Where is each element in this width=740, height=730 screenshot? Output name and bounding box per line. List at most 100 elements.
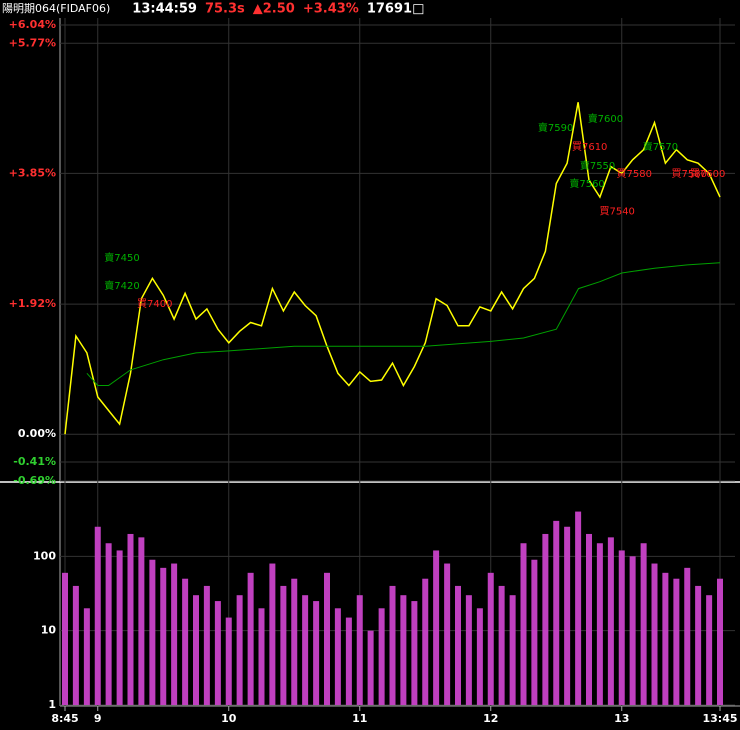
volume-bar [564,526,571,705]
volume-bar [662,572,669,705]
volume-bar [302,595,309,705]
volume-bar [258,608,265,705]
y-tick-label: 100 [33,549,56,562]
volume-bar [706,595,713,705]
volume-bar [269,563,276,705]
y-tick-label: +1.92% [9,297,56,310]
volume-bar [531,559,538,705]
volume-bar [575,511,582,705]
volume-bar [629,556,636,705]
volume-bar [203,585,210,705]
x-tick-label: 12 [483,712,498,725]
header-text: 17691□ [367,2,425,17]
trade-annotation: 賣7570 [643,140,678,153]
volume-bar [313,601,320,705]
y-tick-label: 1 [48,698,56,711]
price-line [64,102,721,435]
trade-annotation: 買7600 [690,168,725,180]
trade-annotation: 買7580 [672,168,707,180]
x-tick-label: 13:45 [702,712,737,725]
volume-bar [695,585,702,705]
volume-bar [367,630,374,705]
x-tick-label: 10 [221,712,237,725]
volume-bar [138,537,145,705]
volume-bar [640,543,647,705]
volume-bar [72,585,79,705]
volume-bar [673,578,680,705]
header-text: 75.3s [205,2,245,17]
y-tick-label: +3.85% [9,166,56,179]
volume-bar [83,608,90,705]
x-tick-label: 11 [352,712,367,725]
volume-bar [182,578,189,705]
volume-bar [378,608,385,705]
y-tick-label: +5.77% [9,36,56,49]
y-tick-label: +6.04% [9,18,56,31]
volume-bar [717,578,723,705]
y-tick-label: 10 [41,624,57,637]
volume-bar [520,543,527,705]
volume-bar [476,608,483,705]
x-tick-label: 13 [614,712,629,725]
header-text: ▲2.50 [253,2,295,17]
volume-bar [280,585,287,705]
volume-bar [389,585,396,705]
volume-bar [684,567,691,705]
trade-annotation: 賣7550 [580,159,615,172]
volume-bar [596,543,603,705]
volume-bar [62,572,68,705]
volume-bar [553,520,560,705]
volume-bar [487,572,494,705]
volume-bar [291,578,298,705]
volume-bar [444,563,451,705]
volume-bar [400,595,407,705]
volume-bar [214,601,221,705]
volume-bar [651,563,658,705]
volume-bar [542,533,549,705]
header-text: +3.43% [303,2,359,17]
volume-bar [422,578,429,705]
volume-bar [334,608,341,705]
header-text: 13:44:59 [132,2,197,17]
volume-bar [116,550,123,705]
volume-bar [149,559,156,705]
trade-annotation: 賣7600 [588,112,623,125]
volume-bar [236,595,243,705]
trade-annotation: 買7580 [617,168,652,180]
volume-bar [324,572,330,705]
volume-bar [433,550,440,705]
x-tick-label: 9 [94,712,102,725]
y-tick-label: -0.41% [13,455,56,468]
y-tick-label: 0.00% [18,427,56,440]
volume-bar [94,526,101,705]
volume-bar [193,595,199,705]
volume-bar [171,563,178,705]
trade-annotation: 賣7420 [104,279,139,292]
volume-bar [345,617,352,705]
trade-annotation: 買7400 [137,298,172,310]
volume-bar [105,543,112,705]
volume-bar [225,617,232,705]
volume-bar [586,533,592,705]
trade-annotation: 賣7560 [569,177,604,190]
trade-annotation: 買7610 [572,141,607,153]
volume-bar [160,567,167,705]
volume-bar [618,550,625,705]
price-line [86,262,721,386]
volume-bar [465,595,472,705]
volume-bar [455,585,461,705]
volume-bar [498,585,505,705]
volume-bar [607,537,614,705]
volume-bar [247,572,254,705]
header-text: 陽明期064(FIDAF06) [2,2,110,15]
volume-bar [411,601,418,705]
x-tick-label: 8:45 [51,712,78,725]
volume-bar [509,595,516,705]
volume-bar [356,595,363,705]
trade-annotation: 賣7590 [538,121,573,134]
trade-annotation: 買7540 [599,205,634,217]
volume-bar [127,533,134,705]
